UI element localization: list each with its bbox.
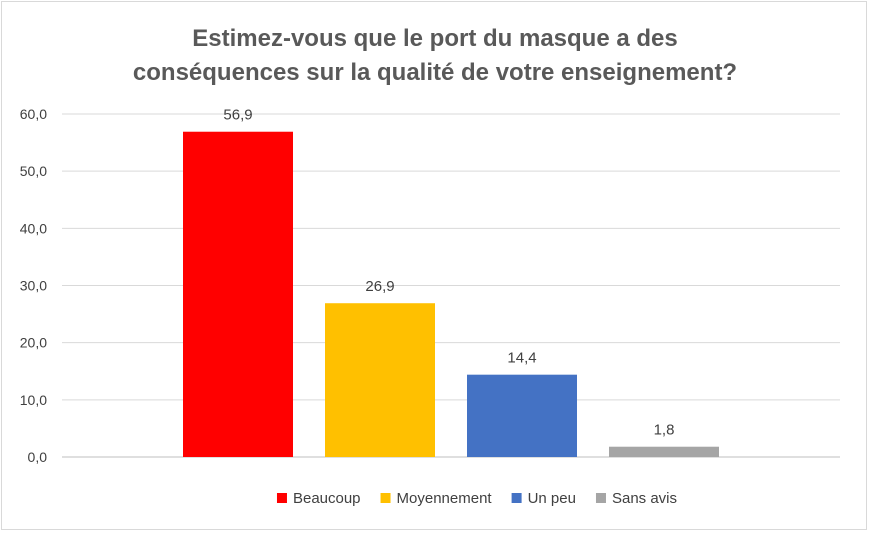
legend-swatch bbox=[595, 493, 606, 503]
y-tick-label: 50,0 bbox=[20, 163, 47, 179]
chart-title-line-2: conséquences sur la qualité de votre ens… bbox=[132, 59, 738, 86]
data-label: 26,9 bbox=[365, 278, 394, 295]
bar-un-peu bbox=[467, 374, 577, 457]
legend-label: Moyennement bbox=[397, 490, 493, 507]
y-tick-label: 20,0 bbox=[20, 335, 47, 351]
bar-beaucoup bbox=[183, 131, 293, 457]
bar-moyennement bbox=[325, 303, 435, 457]
y-tick-label: 10,0 bbox=[20, 392, 47, 408]
y-tick-label: 0,0 bbox=[28, 449, 48, 465]
y-tick-label: 60,0 bbox=[20, 106, 47, 122]
y-tick-label: 40,0 bbox=[20, 220, 47, 236]
legend-label: Sans avis bbox=[612, 490, 677, 507]
legend-swatch bbox=[511, 493, 522, 503]
legend-swatch bbox=[276, 493, 287, 503]
legend-label: Un peu bbox=[528, 490, 576, 507]
chart-title: Estimez-vous que le port du masque a des… bbox=[0, 22, 870, 90]
data-label: 1,8 bbox=[654, 422, 675, 439]
data-label: 56,9 bbox=[223, 107, 252, 124]
bar-sans-avis bbox=[609, 446, 719, 457]
data-label: 14,4 bbox=[507, 350, 536, 367]
legend-swatch bbox=[380, 493, 391, 503]
y-tick-label: 30,0 bbox=[20, 278, 47, 294]
chart-title-line-1: Estimez-vous que le port du masque a des bbox=[192, 25, 678, 52]
legend-label: Beaucoup bbox=[293, 490, 361, 507]
